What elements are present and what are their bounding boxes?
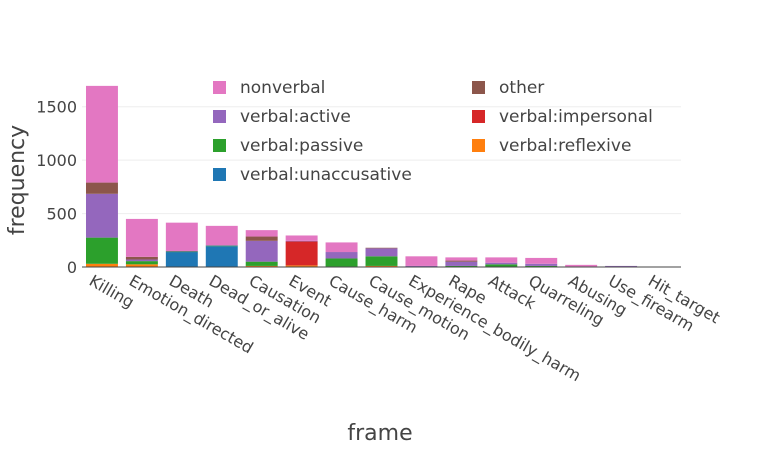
bar-segment[interactable] [325,242,358,253]
bar-segment[interactable] [365,265,398,267]
bar-segment[interactable] [165,252,198,267]
y-tick-label: 500 [46,205,77,224]
bar-segment[interactable] [485,262,518,265]
bar-segment[interactable] [325,258,358,267]
bar-segment[interactable] [205,225,238,246]
bar-segment[interactable] [85,237,118,264]
legend-item[interactable]: verbal:reflexive [472,136,631,156]
legend-swatch [472,110,485,123]
legend-label: verbal:reflexive [499,136,631,156]
bar-segment[interactable] [485,264,518,267]
bar-segment[interactable] [405,265,438,267]
bar-segment[interactable] [125,256,158,260]
bar-segment[interactable] [205,245,238,247]
legend-label: other [499,78,544,98]
y-axis-ticks: 0 500 1000 1500 [36,98,77,277]
bar-segment[interactable] [165,250,198,252]
legend-swatch [213,139,226,152]
bar-segment[interactable] [485,257,518,263]
bar-segment[interactable] [325,252,358,259]
bar-segment[interactable] [285,241,318,266]
gridlines [82,106,681,215]
y-tick-label: 1000 [36,151,77,170]
bar-segment[interactable] [125,261,158,265]
bar-segment[interactable] [285,240,318,242]
legend-swatch [472,81,485,94]
bar-segment[interactable] [205,245,238,246]
bar-segment[interactable] [125,264,158,267]
x-tick-label: Killing [86,271,138,312]
legend-swatch [213,110,226,123]
bar-segment[interactable] [85,193,118,238]
bar-segment[interactable] [205,246,238,267]
legend-item[interactable]: nonverbal [213,78,325,98]
bar-segment[interactable] [85,85,118,183]
bar-segment[interactable] [365,256,398,266]
legend-label: nonverbal [240,78,325,98]
bar-segment[interactable] [245,236,278,241]
bar-segment[interactable] [605,265,638,267]
legend-item[interactable]: verbal:passive [213,136,363,156]
x-axis-ticks: KillingEmotion_directedDeathDead_or_aliv… [86,271,723,386]
bar-segment[interactable] [285,235,318,241]
legend-label: verbal:impersonal [499,107,653,127]
legend[interactable]: nonverbal verbal:active verbal:passive verb… [213,78,653,185]
y-tick-label: 1500 [36,98,77,117]
x-axis-title: frame [347,421,412,446]
legend-item[interactable]: other [472,78,544,98]
bar-segment[interactable] [125,259,158,262]
bar-segment[interactable] [365,248,398,257]
legend-swatch [472,139,485,152]
bar-segment[interactable] [285,265,318,267]
bar-segment[interactable] [85,263,118,267]
bar-segment[interactable] [165,251,198,253]
bar-segment[interactable] [245,265,278,267]
y-tick-label: 0 [67,258,77,277]
bar-segment[interactable] [525,257,558,264]
bar-segment[interactable] [445,265,478,267]
legend-label: verbal:unaccusative [240,165,412,185]
legend-item[interactable]: verbal:active [213,107,351,127]
bar-segment[interactable] [445,257,478,261]
legend-label: verbal:active [240,107,351,127]
bar-segment[interactable] [445,260,478,262]
bar-segment[interactable] [125,218,158,257]
bar-segment[interactable] [445,261,478,266]
bar-segment[interactable] [565,264,598,267]
bar-segment[interactable] [245,261,278,266]
bar-segment[interactable] [245,230,278,237]
bar-segment[interactable] [525,265,558,267]
legend-item[interactable]: verbal:impersonal [472,107,653,127]
legend-swatch [213,168,226,181]
bar-segment[interactable] [245,240,278,262]
bars [85,85,678,268]
legend-label: verbal:passive [240,136,363,156]
legend-swatch [213,81,226,94]
bar-segment[interactable] [525,263,558,266]
legend-item[interactable]: verbal:unaccusative [213,165,412,185]
y-axis-title: frequency [5,125,30,235]
bar-segment[interactable] [365,247,398,249]
bar-segment[interactable] [85,182,118,194]
bar-segment[interactable] [405,256,438,266]
bar-segment[interactable] [165,222,198,251]
